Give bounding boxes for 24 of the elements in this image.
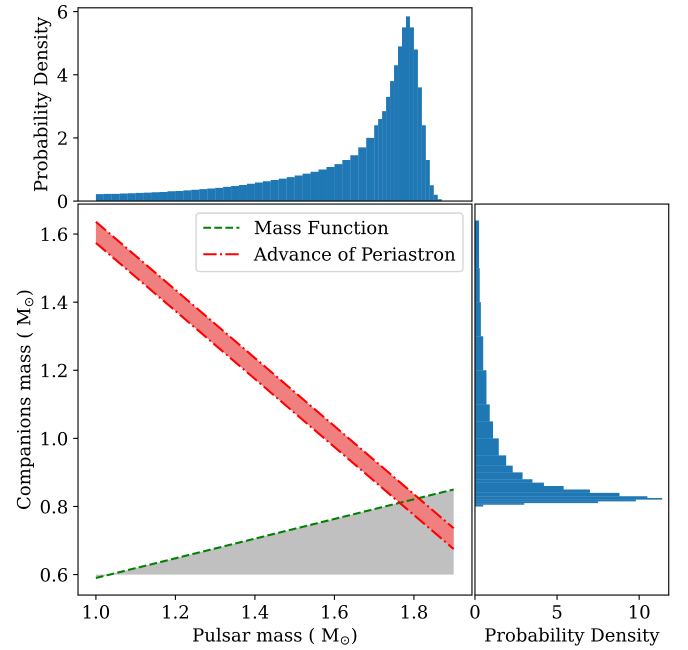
y-tick-label: 0 bbox=[58, 194, 68, 208]
x-tick-label: 0 bbox=[470, 605, 480, 619]
x-tick-label: 1.8 bbox=[402, 605, 428, 619]
y-axis-title: Companions mass ( M$_{⊙}$) bbox=[16, 290, 34, 509]
x-tick-label: 10 bbox=[630, 605, 650, 619]
y-tick-label: 2 bbox=[58, 131, 67, 145]
legend-label: Mass Function bbox=[254, 220, 388, 234]
x-axis-title: Probability Density bbox=[485, 628, 660, 646]
x-tick-label: 1.2 bbox=[163, 605, 188, 619]
x-tick-label: 5 bbox=[552, 605, 562, 619]
y-axis-title: Probability Density bbox=[34, 16, 52, 192]
legend-label: Advance of Periastron bbox=[254, 246, 456, 261]
x-tick-label: 1.6 bbox=[322, 605, 348, 619]
y-tick-label: 4 bbox=[57, 68, 68, 82]
y-tick-label: 0.8 bbox=[40, 500, 68, 514]
y-tick-label: 6 bbox=[58, 5, 68, 19]
y-tick-label: 1.6 bbox=[42, 228, 68, 242]
y-tick-label: 0.6 bbox=[40, 568, 68, 582]
x-tick-label: 1.0 bbox=[84, 605, 110, 619]
y-tick-label: 1.4 bbox=[42, 296, 68, 310]
x-tick-label: 1.4 bbox=[242, 605, 268, 619]
y-tick-label: 1.0 bbox=[42, 432, 68, 446]
x-axis-title: Pulsar mass ( M$_{⊙}$) bbox=[193, 628, 356, 645]
y-tick-label: 1.2 bbox=[42, 364, 67, 378]
